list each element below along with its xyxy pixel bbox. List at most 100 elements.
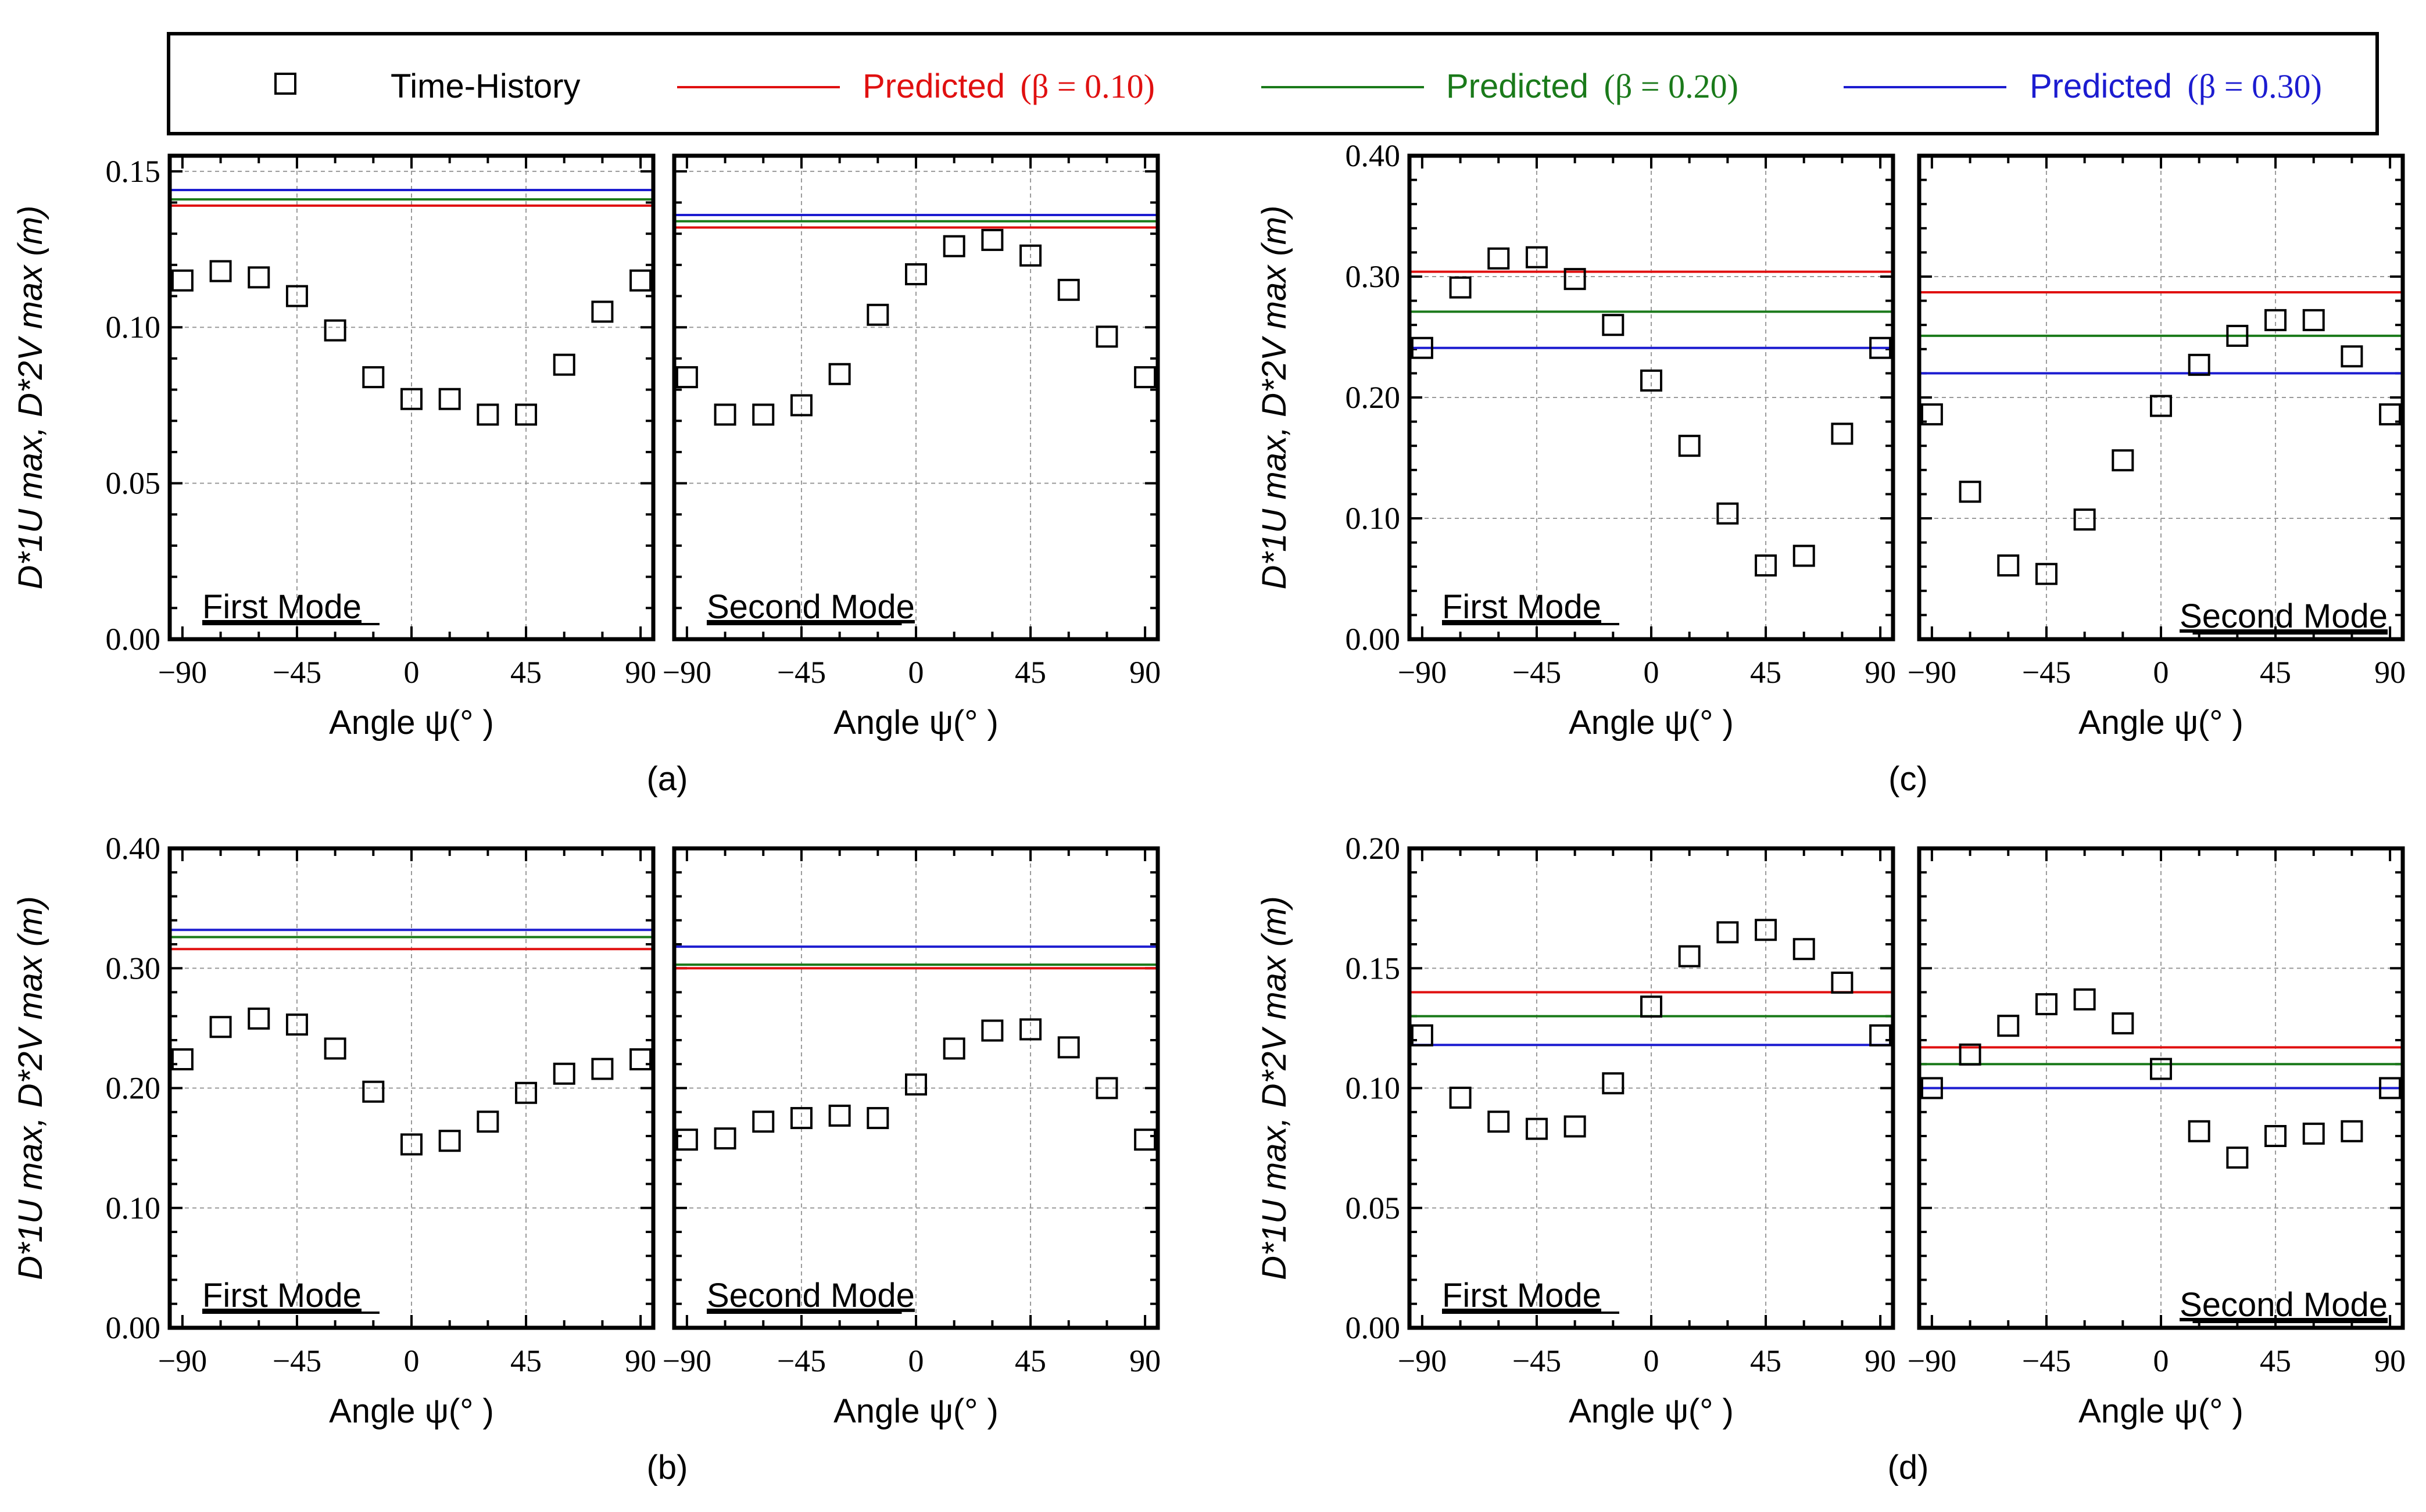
time-history-point — [362, 366, 385, 389]
plot-frame — [167, 846, 656, 1330]
time-history-point — [1792, 544, 1815, 567]
time-history-point — [171, 1048, 194, 1070]
y-tick-label: 0.40 — [1346, 138, 1401, 173]
time-history-point — [2341, 1120, 2363, 1142]
time-history-point — [1602, 1072, 1625, 1095]
y-tick-label: 0.00 — [106, 1310, 161, 1345]
plot-frame — [167, 153, 656, 642]
y-tick-label: 0.20 — [1346, 831, 1401, 866]
time-history-point — [1831, 422, 1854, 445]
time-history-point — [171, 269, 194, 292]
x-tick-label: −45 — [2022, 655, 2071, 690]
time-history-point — [714, 403, 736, 426]
x-tick-label: 0 — [404, 1343, 420, 1378]
panel-b: −90 −45 0 45 90 Angle ψ(° ) First Mode −90 −45 0 4… — [12, 831, 1161, 1486]
legend-predicted-beta-0-20: Predicted (β = 0.20) — [1446, 67, 1738, 105]
time-history-point — [2341, 345, 2363, 368]
time-history-point — [285, 285, 308, 307]
time-history-point — [1449, 1087, 1472, 1109]
time-history-point — [981, 1019, 1004, 1042]
legend-predicted-beta-0-10: Predicted (β = 0.10) — [863, 67, 1155, 105]
x-tick-label: −90 — [1398, 655, 1447, 690]
panel-caption: (a) — [647, 760, 688, 798]
mode-label: First Mode — [202, 1277, 362, 1314]
x-tick-label: 45 — [510, 1343, 542, 1378]
legend-predicted-word: Predicted — [2030, 67, 2172, 105]
time-history-point — [828, 1104, 851, 1127]
time-history-point — [285, 1013, 308, 1036]
time-history-point — [1920, 1077, 1943, 1099]
x-tick-label: 0 — [1644, 655, 1659, 690]
time-history-point — [553, 1062, 575, 1085]
time-history-point — [1525, 246, 1548, 268]
y-axis-label: D*1U max, D*2V max (m) — [1255, 896, 1293, 1280]
plot-frame — [672, 846, 1160, 1330]
time-history-point — [2035, 993, 2058, 1016]
time-history-point — [2226, 1146, 2249, 1169]
time-history-point — [790, 1107, 813, 1130]
time-history-point — [324, 319, 346, 342]
legend-time-history: Time-History — [391, 67, 581, 105]
y-tick-label: 0.00 — [1346, 622, 1401, 657]
legend: Time-History Predicted (β = 0.10) Predic… — [167, 32, 2379, 135]
x-tick-label: 90 — [1865, 655, 1896, 690]
time-history-point — [1134, 366, 1157, 389]
panel-caption: (b) — [647, 1449, 688, 1486]
x-tick-label: 90 — [1129, 655, 1161, 690]
x-tick-label: −45 — [2022, 1343, 2071, 1378]
subplot-first-mode: −90 −45 0 45 90 Angle ψ(° ) First Mode — [1398, 846, 1896, 1430]
legend-beta-label: (β = 0.20) — [1604, 67, 1738, 105]
y-tick-label: 0.30 — [106, 951, 161, 986]
time-history-point — [675, 1128, 698, 1151]
x-tick-label: 90 — [1865, 1343, 1896, 1378]
time-history-point — [1716, 921, 1739, 944]
mode-label: First Mode — [1442, 1277, 1601, 1314]
x-tick-label: 45 — [2260, 1343, 2291, 1378]
y-tick-label: 0.00 — [1346, 1310, 1401, 1345]
time-history-point — [714, 1127, 736, 1150]
legend-predicted-word: Predicted — [1446, 67, 1588, 105]
time-history-point — [2226, 324, 2249, 347]
y-tick-label: 0.10 — [106, 310, 161, 345]
panel-a: −90 −45 0 45 90 Angle ψ(° ) First Mode −90 −45 0 4… — [12, 153, 1161, 798]
time-history-point — [438, 388, 461, 410]
time-history-point — [1602, 314, 1625, 336]
time-history-point — [1487, 1110, 1510, 1133]
y-tick-label: 0.30 — [1346, 259, 1401, 294]
time-history-point — [790, 394, 813, 417]
x-tick-label: −90 — [663, 655, 711, 690]
y-tick-label: 0.05 — [106, 466, 161, 501]
mode-label: Second Mode — [2180, 597, 2388, 635]
time-history-point — [1678, 945, 1701, 968]
mode-label: Second Mode — [707, 1277, 915, 1314]
x-tick-label: −45 — [777, 1343, 826, 1378]
time-history-point — [400, 1133, 423, 1156]
time-history-point — [1057, 278, 1080, 301]
time-history-point — [248, 1007, 270, 1030]
x-tick-label: 90 — [1129, 1343, 1161, 1378]
time-history-point — [629, 269, 652, 292]
x-axis-label: Angle ψ(° ) — [329, 704, 494, 741]
time-history-point — [867, 303, 889, 326]
time-history-point — [2188, 1120, 2210, 1142]
time-history-point — [248, 266, 270, 289]
time-history-point — [1563, 1115, 1586, 1138]
time-history-point — [477, 1110, 499, 1133]
time-history-point — [752, 1110, 775, 1133]
time-history-point — [1449, 276, 1472, 299]
plot-frame — [1917, 846, 2405, 1330]
time-history-point — [1019, 1018, 1042, 1041]
panel-caption: (c) — [1888, 760, 1928, 798]
y-tick-label: 0.20 — [106, 1071, 161, 1106]
time-history-point — [2035, 562, 2058, 585]
subplot-first-mode: −90 −45 0 45 90 Angle ψ(° ) First Mode — [158, 153, 656, 741]
subplot-first-mode: −90 −45 0 45 90 Angle ψ(° ) First Mode — [158, 846, 656, 1430]
time-history-point — [629, 1048, 652, 1070]
y-tick-label: 0.15 — [106, 154, 161, 189]
mode-label: Second Mode — [2180, 1286, 2388, 1324]
subplot-first-mode: −90 −45 0 45 90 Angle ψ(° ) First Mode — [1398, 153, 1896, 741]
time-history-point — [1640, 369, 1662, 392]
legend-beta-label: (β = 0.30) — [2188, 67, 2322, 105]
legend-predicted-beta-0-30: Predicted (β = 0.30) — [2030, 67, 2322, 105]
time-history-point — [515, 403, 538, 426]
